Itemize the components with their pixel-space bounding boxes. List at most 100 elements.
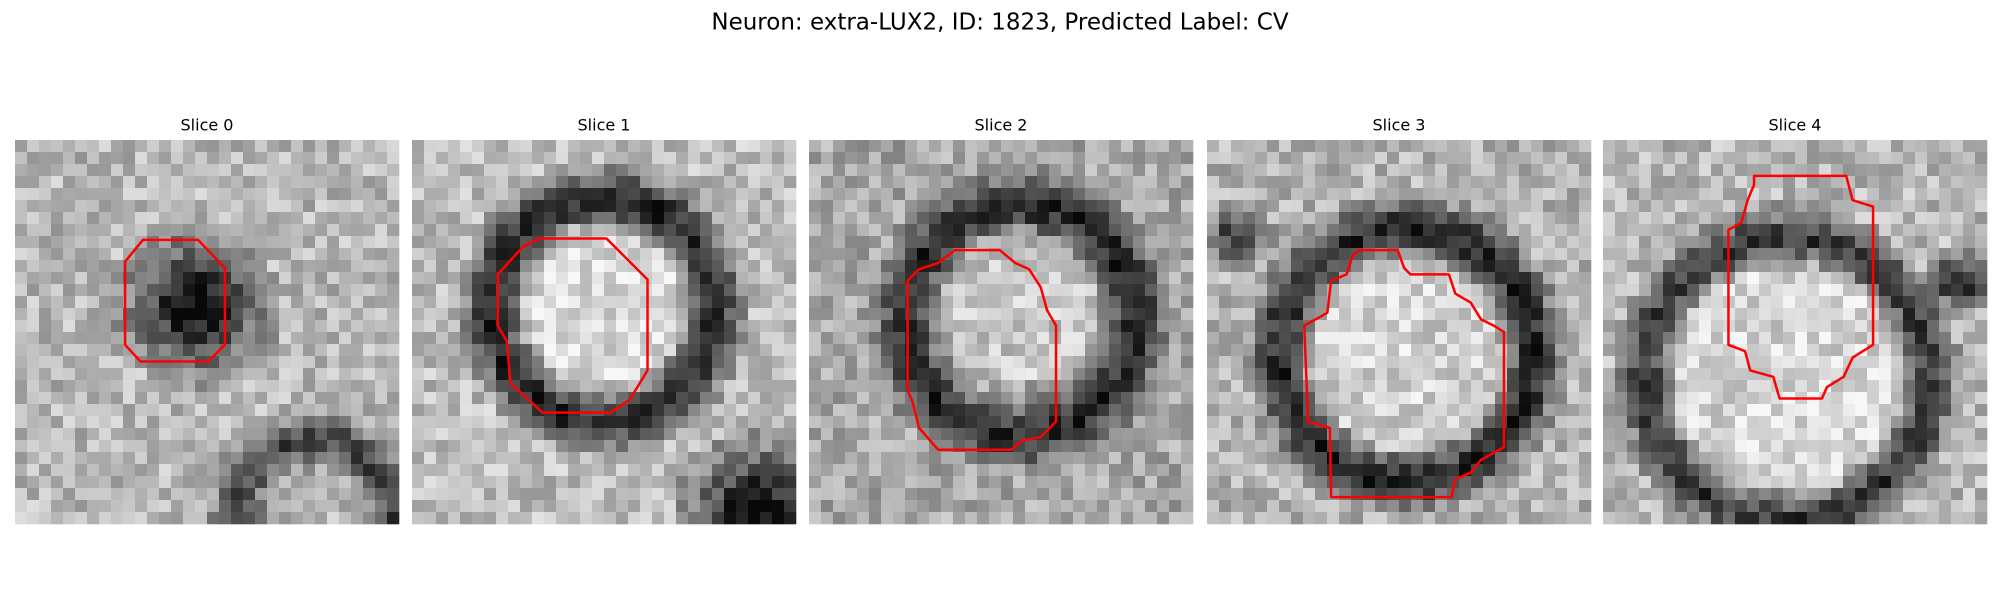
pixel bbox=[917, 308, 930, 321]
pixel bbox=[1073, 236, 1086, 249]
pixel bbox=[436, 308, 449, 321]
pixel bbox=[1531, 440, 1544, 453]
pixel bbox=[857, 464, 870, 477]
pixel bbox=[989, 512, 1002, 525]
pixel bbox=[1085, 488, 1098, 501]
pixel bbox=[1687, 188, 1700, 201]
pixel bbox=[424, 356, 437, 369]
pixel bbox=[424, 212, 437, 225]
pixel bbox=[327, 188, 340, 201]
pixel bbox=[1097, 380, 1110, 393]
pixel bbox=[1735, 368, 1748, 381]
pixel bbox=[279, 284, 292, 297]
pixel bbox=[1483, 416, 1496, 429]
pixel bbox=[1483, 428, 1496, 441]
pixel bbox=[159, 368, 172, 381]
pixel bbox=[51, 320, 64, 333]
pixel bbox=[1073, 176, 1086, 189]
pixel bbox=[472, 416, 485, 429]
pixel bbox=[1387, 212, 1400, 225]
pixel bbox=[1531, 188, 1544, 201]
pixel bbox=[1085, 332, 1098, 345]
pixel bbox=[664, 140, 677, 153]
pixel bbox=[544, 512, 557, 525]
pixel bbox=[1037, 392, 1050, 405]
pixel bbox=[1795, 308, 1808, 321]
pixel bbox=[1519, 260, 1532, 273]
pixel bbox=[640, 164, 653, 177]
pixel bbox=[664, 200, 677, 213]
pixel bbox=[833, 332, 846, 345]
pixel bbox=[1759, 356, 1772, 369]
pixel bbox=[1363, 512, 1376, 525]
pixel bbox=[1483, 248, 1496, 261]
pixel bbox=[327, 332, 340, 345]
pixel bbox=[375, 176, 388, 189]
pixel bbox=[1097, 440, 1110, 453]
pixel bbox=[387, 464, 400, 477]
pixel bbox=[1843, 164, 1856, 177]
pixel bbox=[580, 296, 593, 309]
pixel bbox=[1699, 236, 1712, 249]
pixel bbox=[387, 272, 400, 285]
pixel bbox=[255, 188, 268, 201]
pixel bbox=[640, 500, 653, 513]
pixel bbox=[833, 200, 846, 213]
pixel bbox=[147, 236, 160, 249]
pixel bbox=[327, 200, 340, 213]
pixel bbox=[1435, 404, 1448, 417]
pixel bbox=[1219, 404, 1232, 417]
pixel bbox=[1279, 224, 1292, 237]
pixel bbox=[905, 140, 918, 153]
pixel bbox=[953, 452, 966, 465]
pixel bbox=[183, 452, 196, 465]
pixel bbox=[1675, 272, 1688, 285]
pixel bbox=[1855, 392, 1868, 405]
pixel bbox=[303, 176, 316, 189]
pixel bbox=[1375, 488, 1388, 501]
pixel bbox=[724, 200, 737, 213]
pixel bbox=[255, 212, 268, 225]
pixel bbox=[724, 260, 737, 273]
pixel bbox=[1639, 296, 1652, 309]
pixel bbox=[1447, 332, 1460, 345]
pixel bbox=[628, 212, 641, 225]
pixel bbox=[809, 212, 822, 225]
pixel bbox=[1819, 428, 1832, 441]
pixel bbox=[111, 236, 124, 249]
pixel bbox=[1399, 344, 1412, 357]
pixel bbox=[917, 332, 930, 345]
pixel bbox=[1207, 488, 1220, 501]
pixel bbox=[1157, 512, 1170, 525]
pixel bbox=[1001, 344, 1014, 357]
pixel bbox=[412, 392, 425, 405]
pixel bbox=[1013, 404, 1026, 417]
pixel bbox=[15, 164, 28, 177]
pixel bbox=[327, 428, 340, 441]
pixel bbox=[1807, 464, 1820, 477]
pixel bbox=[351, 404, 364, 417]
pixel bbox=[1169, 356, 1182, 369]
pixel bbox=[1387, 284, 1400, 297]
pixel bbox=[568, 224, 581, 237]
pixel bbox=[1795, 320, 1808, 333]
pixel bbox=[1891, 332, 1904, 345]
pixel bbox=[351, 416, 364, 429]
pixel bbox=[1267, 272, 1280, 285]
pixel bbox=[568, 164, 581, 177]
pixel bbox=[1435, 416, 1448, 429]
pixel bbox=[1387, 152, 1400, 165]
pixel bbox=[1267, 488, 1280, 501]
pixel bbox=[1879, 212, 1892, 225]
pixel bbox=[460, 380, 473, 393]
pixel bbox=[339, 452, 352, 465]
pixel bbox=[1471, 320, 1484, 333]
pixel bbox=[724, 320, 737, 333]
pixel bbox=[412, 416, 425, 429]
pixel bbox=[1339, 452, 1352, 465]
pixel bbox=[327, 236, 340, 249]
pixel bbox=[1363, 428, 1376, 441]
pixel bbox=[1483, 488, 1496, 501]
pixel bbox=[1351, 356, 1364, 369]
